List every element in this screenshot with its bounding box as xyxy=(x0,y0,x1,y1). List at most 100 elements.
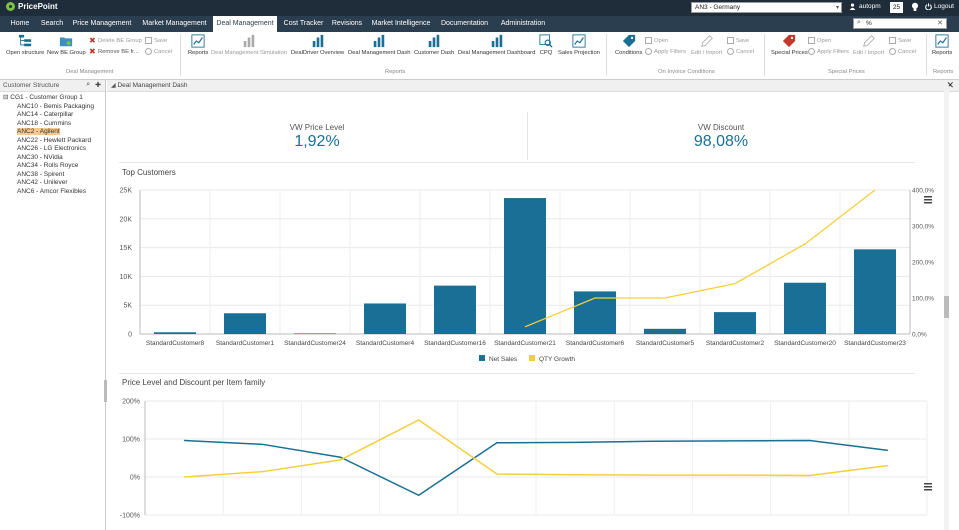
tree-item-label: ANC38 - Spirent xyxy=(17,170,65,178)
nav-home[interactable]: Home xyxy=(10,20,30,27)
app-logo[interactable]: PricePoint xyxy=(6,2,58,11)
nav-market-intelligence[interactable]: Market Intelligence xyxy=(371,20,431,27)
bar-chart-icon xyxy=(491,34,502,48)
tree-item[interactable]: ANC34 - Rolls Royce xyxy=(3,162,105,171)
nav-price-management[interactable]: Price Management xyxy=(72,20,132,27)
tree-item-label: ANC10 - Bemis Packaging xyxy=(17,102,94,110)
new-be-group-button[interactable]: New BE Group xyxy=(47,34,86,56)
open-structure-button[interactable]: Open structure xyxy=(6,34,44,56)
save-icon xyxy=(145,37,152,44)
apply-filters-label-1: Apply Filters xyxy=(654,48,686,55)
delete-be-group-button[interactable]: ✖ Delete BE Group xyxy=(89,37,142,45)
x-tick-label: StandardCustomer21 xyxy=(494,340,556,347)
refresh-icon xyxy=(645,48,652,55)
report-customer-dash[interactable]: Customer Dash xyxy=(414,34,454,56)
ribbon-separator xyxy=(180,34,181,76)
lightbulb-icon[interactable] xyxy=(911,2,919,12)
scrollbar-thumb[interactable] xyxy=(944,296,949,318)
save-button-1[interactable]: Save xyxy=(145,37,167,44)
collapse-icon[interactable]: ⊟ xyxy=(3,94,9,101)
report-label-3: Customer Dash xyxy=(414,50,455,56)
report-label-1: DealDriver Overview xyxy=(291,50,345,56)
apply-filters-button-1[interactable]: Apply Filters xyxy=(645,48,686,55)
tree-item[interactable]: ANC18 - Cummins xyxy=(3,120,105,129)
group-label-on-invoice: On Invoice Conditions xyxy=(658,69,715,75)
nav-revisions[interactable]: Revisions xyxy=(331,20,363,27)
ribbon-toolbar: Open structure New BE Group ✖ Delete BE … xyxy=(0,32,959,80)
tree-item[interactable]: ANC14 - Caterpillar xyxy=(3,111,105,120)
logout-button[interactable]: Logout xyxy=(925,3,954,10)
tree-item[interactable]: ANC26 - LG Electronics xyxy=(3,145,105,154)
user-menu[interactable]: autopm xyxy=(849,3,881,10)
panel-splitter[interactable] xyxy=(104,380,107,402)
close-icon[interactable]: ✕ xyxy=(946,80,954,90)
edit-import-button-2[interactable]: Edit / Import xyxy=(853,34,884,56)
report-cpq[interactable]: CPQ xyxy=(539,34,553,56)
kpi-price-value: 1,92% xyxy=(294,133,340,150)
report-deal-management-dashboard[interactable]: Deal Management Dashboard xyxy=(458,34,535,56)
global-search-input[interactable]: ⌕ % ✕ xyxy=(853,18,947,29)
cancel-button-2[interactable]: Cancel xyxy=(727,48,754,55)
ribbon-separator xyxy=(926,34,927,76)
nav-deal-management[interactable]: Deal Management xyxy=(213,16,277,32)
save-icon xyxy=(889,37,896,44)
new-be-group-label: New BE Group xyxy=(47,50,86,56)
legend-label: Net Sales xyxy=(489,356,518,363)
series-line-1 xyxy=(184,419,888,478)
reports-button[interactable]: Reports xyxy=(188,34,208,56)
report-deal-management-simulation[interactable]: Deal Management Simulation xyxy=(211,34,287,56)
notification-badge[interactable]: 25 xyxy=(890,2,903,13)
edit-import-label-2: Edit / Import xyxy=(853,50,885,56)
nav-cost-tracker[interactable]: Cost Tracker xyxy=(283,20,324,27)
vertical-scrollbar[interactable] xyxy=(944,86,949,530)
pin-icon[interactable]: ✚ xyxy=(95,82,101,89)
kpi-price-level: VW Price Level 1,92% xyxy=(107,112,527,162)
apply-filters-label-2: Apply Filters xyxy=(817,48,849,55)
bar xyxy=(364,303,406,334)
context-select[interactable]: AN3 - Germany ▾ xyxy=(691,2,842,13)
nav-administration[interactable]: Administration xyxy=(500,20,546,27)
y-tick-label: 20K xyxy=(120,216,133,223)
legend-label: QTY Growth xyxy=(539,356,575,363)
cancel-button-3[interactable]: Cancel xyxy=(889,48,916,55)
x-tick-label: StandardCustomer23 xyxy=(844,340,906,347)
tree-item[interactable]: ANC30 - NVidia xyxy=(3,154,105,163)
open-button-2[interactable]: Open xyxy=(808,37,831,44)
panel-header: Customer Structure ⌕ ✚ xyxy=(0,80,105,92)
reports-button-right[interactable]: Reports xyxy=(932,34,952,56)
open-button-1[interactable]: Open xyxy=(645,37,668,44)
save-button-3[interactable]: Save xyxy=(889,37,911,44)
tree-item[interactable]: ANC10 - Bemis Packaging xyxy=(3,103,105,112)
nav-search[interactable]: Search xyxy=(40,20,64,27)
tree-root-label: CG1 - Customer Group 1 xyxy=(10,94,83,101)
remove-be-button[interactable]: ✖ Remove BE fr... xyxy=(89,48,139,56)
y-tick-label: 25K xyxy=(120,188,133,195)
clear-icon[interactable]: ✕ xyxy=(937,20,943,27)
nav-market-management[interactable]: Market Management xyxy=(142,20,207,27)
conditions-button[interactable]: Conditions xyxy=(615,34,642,56)
nav-documentation[interactable]: Documentation xyxy=(440,20,489,27)
tree-item-selected[interactable]: ANC2 - Agilent xyxy=(3,128,105,137)
tree-item[interactable]: ANC6 - Amcor Flexibles xyxy=(3,188,105,197)
ribbon-separator xyxy=(606,34,607,76)
save-button-2[interactable]: Save xyxy=(727,37,749,44)
cancel-button-1[interactable]: Cancel xyxy=(145,48,172,55)
search-icon[interactable]: ⌕ xyxy=(86,81,91,88)
report-dealdriver-overview[interactable]: DealDriver Overview xyxy=(291,34,344,56)
apply-filters-button-2[interactable]: Apply Filters xyxy=(808,48,849,55)
tree-item[interactable]: ANC22 - Hewlett Packard xyxy=(3,137,105,146)
edit-import-button-1[interactable]: Edit / Import xyxy=(691,34,722,56)
tree-item-label: ANC18 - Cummins xyxy=(17,119,72,127)
pencil-icon xyxy=(700,35,713,47)
y-tick-label: 0% xyxy=(130,475,140,482)
new-folder-icon xyxy=(60,37,73,47)
report-label-6: Sales Projection xyxy=(558,50,600,56)
report-deal-management-dash[interactable]: Deal Management Dash xyxy=(348,34,411,56)
tree-item[interactable]: ANC38 - Spirent xyxy=(3,171,105,180)
report-label-4: Deal Management Dashboard xyxy=(458,50,536,56)
expand-icon[interactable]: ◢ xyxy=(111,83,116,89)
special-prices-button[interactable]: Special Prices xyxy=(771,34,808,56)
tree-item[interactable]: ANC42 - Unilever xyxy=(3,179,105,188)
report-sales-projection[interactable]: Sales Projection xyxy=(558,34,600,56)
tree-root[interactable]: ⊟ CG1 - Customer Group 1 xyxy=(3,94,105,103)
